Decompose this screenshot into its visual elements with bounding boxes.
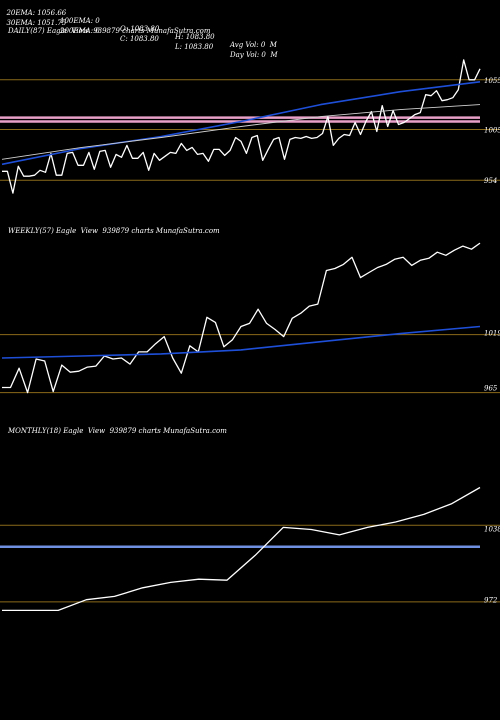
ema100-readout: 100EMA: 0 xyxy=(60,17,100,25)
daily-price-line xyxy=(2,59,481,194)
header-line-2: 30EMA: 1051.75 200EMA: 0 C: 1083.80 L: 1… xyxy=(2,11,277,59)
weekly-price-line xyxy=(2,242,481,394)
weekly-ema-line xyxy=(1,325,481,359)
header-line-1: 20EMA: 1056.66 100EMA: 0 O: 1083.80 H: 1… xyxy=(2,1,277,49)
monthly-panel-title: MONTHLY(18) Eagle View 939879 charts Mun… xyxy=(8,427,227,435)
open-readout: O: 1083.80 xyxy=(120,25,160,33)
low-readout: L: 1083.80 xyxy=(175,43,214,51)
ema30-readout: 30EMA: 1051.75 xyxy=(6,19,67,27)
high-readout: H: 1083.80 xyxy=(175,33,215,41)
daily-panel-title: DAILY(87) Eagle View 939879 charts Munaf… xyxy=(8,27,211,35)
weekly-panel-title: WEEKLY(57) Eagle View 939879 charts Muna… xyxy=(8,227,220,235)
monthly-price-line xyxy=(2,486,481,612)
avg-vol-readout: Avg Vol: 0 M xyxy=(230,41,277,49)
daily-ema20-line xyxy=(1,81,481,166)
daily-ytick-label: 1005 xyxy=(484,126,500,134)
monthly-ytick-label: 972 xyxy=(484,597,498,605)
daily-ytick-label: 1055 xyxy=(484,77,500,85)
weekly-ytick-label: 965 xyxy=(484,384,498,392)
ema20-readout: 20EMA: 1056.66 xyxy=(6,9,67,17)
daily-ema30-line xyxy=(1,104,481,160)
ema200-readout: 200EMA: 0 xyxy=(60,27,100,35)
close-readout: C: 1083.80 xyxy=(120,35,159,43)
monthly-ytick-label: 1038 xyxy=(484,525,500,533)
daily-ytick-label: 954 xyxy=(484,177,497,185)
day-vol-readout: Day Vol: 0 M xyxy=(230,51,278,59)
